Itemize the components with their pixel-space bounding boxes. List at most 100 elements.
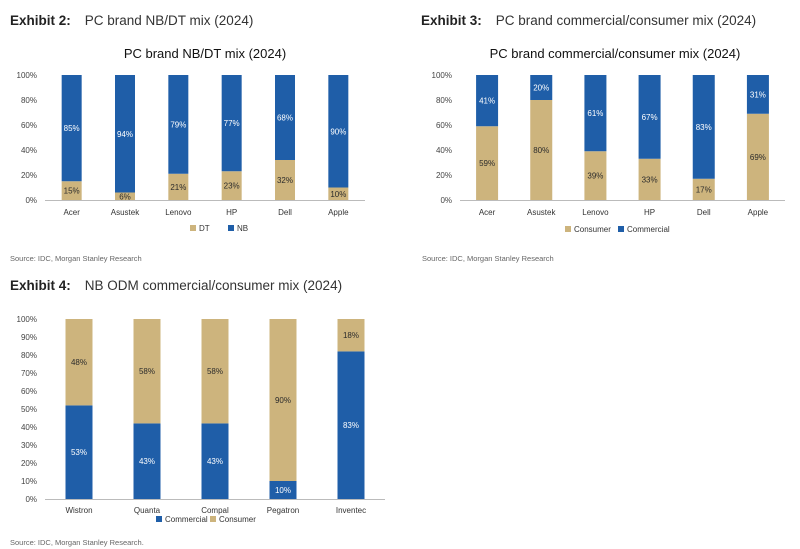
c1-data-label: 10%	[330, 190, 346, 199]
exhibit-3-number: Exhibit 3:	[421, 13, 482, 28]
exhibit-3-source: Source: IDC, Morgan Stanley Research	[422, 254, 554, 263]
exhibit-4-number: Exhibit 4:	[10, 278, 71, 293]
c2-category-label: Lenovo	[582, 208, 609, 217]
c3-data-label: 90%	[275, 396, 291, 405]
c3-bar-commercial-pegatron	[269, 481, 297, 499]
exhibit-4-source: Source: IDC, Morgan Stanley Research.	[10, 538, 144, 547]
c2-ytick-label: 80%	[436, 96, 452, 105]
c1-legend-swatch-nb	[228, 225, 234, 231]
c2-data-label: 83%	[696, 123, 712, 132]
c1-data-label: 21%	[170, 183, 186, 192]
c3-ytick-label: 60%	[21, 387, 37, 396]
c1-data-label: 79%	[170, 120, 186, 129]
exhibit-4-title: NB ODM commercial/consumer mix (2024)	[84, 278, 343, 293]
c3-ytick-label: 90%	[21, 333, 37, 342]
c3-data-label: 43%	[207, 457, 223, 466]
c3-category-label: Pegatron	[267, 506, 299, 515]
c2-data-label: 20%	[533, 84, 549, 93]
c1-data-label: 90%	[330, 127, 346, 136]
c3-category-label: Wistron	[65, 506, 92, 515]
c1-bar-dt-apple	[328, 187, 349, 200]
c1-category-label: Apple	[328, 208, 349, 217]
c2-bar-consumer-lenovo	[584, 151, 607, 200]
exhibit-3-header: Exhibit 3: PC brand commercial/consumer m…	[421, 13, 756, 28]
c2-data-label: 80%	[533, 146, 549, 155]
c1-data-label: 77%	[224, 119, 240, 128]
c2-bar-consumer-acer	[476, 126, 499, 200]
c2-legend-swatch-commercial	[618, 226, 624, 232]
c2-bar-commercial-dell	[692, 75, 715, 179]
c2-data-label: 59%	[479, 159, 495, 168]
c1-data-label: 94%	[117, 130, 133, 139]
c2-category-label: Dell	[697, 208, 711, 217]
c3-bar-consumer-pegatron	[269, 319, 297, 481]
c3-category-label: Compal	[201, 506, 229, 515]
c1-bar-nb-acer	[61, 75, 82, 182]
c1-data-label: 32%	[277, 176, 293, 185]
c3-bar-consumer-wistron	[65, 319, 93, 406]
exhibit-3-title: PC brand commercial/consumer mix (2024)	[495, 13, 757, 28]
exhibit-4-header: Exhibit 4: NB ODM commercial/consumer mix…	[10, 278, 342, 293]
chart-1: 0% 20% 40% 60% 80% 100% 15% 85% Acer 6% 94% Asustek…	[17, 71, 365, 233]
c1-category-label: HP	[226, 208, 237, 217]
c2-data-label: 41%	[479, 97, 495, 106]
c1-category-label: Acer	[63, 208, 80, 217]
c2-ytick-label: 0%	[440, 196, 452, 205]
c1-ytick-label: 0%	[25, 196, 37, 205]
chart-2-title: PC brand commercial/consumer mix (2024)	[489, 46, 741, 61]
c1-data-label: 6%	[119, 192, 131, 201]
c3-data-label: 48%	[71, 358, 87, 367]
c3-ytick-label: 0%	[25, 495, 37, 504]
c1-category-label: Lenovo	[165, 208, 192, 217]
c2-bar-commercial-apple	[746, 75, 769, 114]
c3-data-label: 43%	[139, 457, 155, 466]
c3-ytick-label: 30%	[21, 441, 37, 450]
c1-legend-label-nb: NB	[237, 224, 248, 233]
c3-ytick-label: 80%	[21, 351, 37, 360]
c2-bar-consumer-hp	[638, 158, 661, 200]
c2-bar-commercial-lenovo	[584, 75, 607, 152]
c2-data-label: 67%	[642, 113, 658, 122]
c1-legend-swatch-dt	[190, 225, 196, 231]
c3-category-label: Quanta	[134, 506, 161, 515]
c2-ytick-label: 20%	[436, 171, 452, 180]
c3-data-label: 18%	[343, 331, 359, 340]
c2-data-label: 17%	[696, 185, 712, 194]
chart-3: 0% 10% 20% 30% 40% 50% 60% 70% 80% 90% 100% 53% 48% W…	[17, 315, 385, 524]
c1-bar-nb-lenovo	[168, 75, 189, 174]
c2-category-label: Asustek	[527, 208, 556, 217]
c3-bar-commercial-compal	[201, 423, 229, 499]
c3-bar-commercial-quanta	[133, 423, 161, 499]
c2-bar-commercial-asustek	[530, 75, 553, 100]
c1-ytick-label: 60%	[21, 121, 37, 130]
c3-data-label: 58%	[207, 367, 223, 376]
c3-category-label: Inventec	[336, 506, 366, 515]
c2-ytick-label: 40%	[436, 146, 452, 155]
c3-legend-swatch-commercial	[156, 516, 162, 522]
c1-data-label: 23%	[224, 182, 240, 191]
c2-bar-consumer-apple	[746, 113, 769, 200]
c3-bar-consumer-quanta	[133, 319, 161, 424]
c1-bar-dt-acer	[61, 181, 82, 200]
c3-ytick-label: 40%	[21, 423, 37, 432]
exhibit-2-title: PC brand NB/DT mix (2024)	[84, 13, 254, 28]
c2-bar-consumer-dell	[692, 178, 715, 200]
c3-legend-label-commercial: Commercial	[165, 515, 208, 524]
c1-bar-dt-lenovo	[168, 173, 189, 200]
c2-category-label: HP	[644, 208, 655, 217]
c3-bar-consumer-inventec	[337, 319, 365, 352]
chart-2: 0% 20% 40% 60% 80% 100% 59% 41% Acer 80% 20% Asuste…	[432, 71, 785, 234]
c2-legend-label-commercial: Commercial	[627, 225, 670, 234]
c3-bar-consumer-compal	[201, 319, 229, 424]
exhibit-2-header: Exhibit 2: PC brand NB/DT mix (2024)	[10, 13, 253, 28]
c1-bar-nb-asustek	[115, 75, 135, 193]
c3-ytick-label: 50%	[21, 405, 37, 414]
c2-data-label: 69%	[750, 153, 766, 162]
c3-ytick-label: 100%	[17, 315, 37, 324]
c1-bar-dt-dell	[275, 160, 295, 200]
c3-bar-commercial-wistron	[65, 405, 93, 499]
c1-data-label: 15%	[64, 187, 80, 196]
c3-legend-swatch-consumer	[210, 516, 216, 522]
c3-data-label: 53%	[71, 448, 87, 457]
c1-ytick-label: 100%	[17, 71, 37, 80]
